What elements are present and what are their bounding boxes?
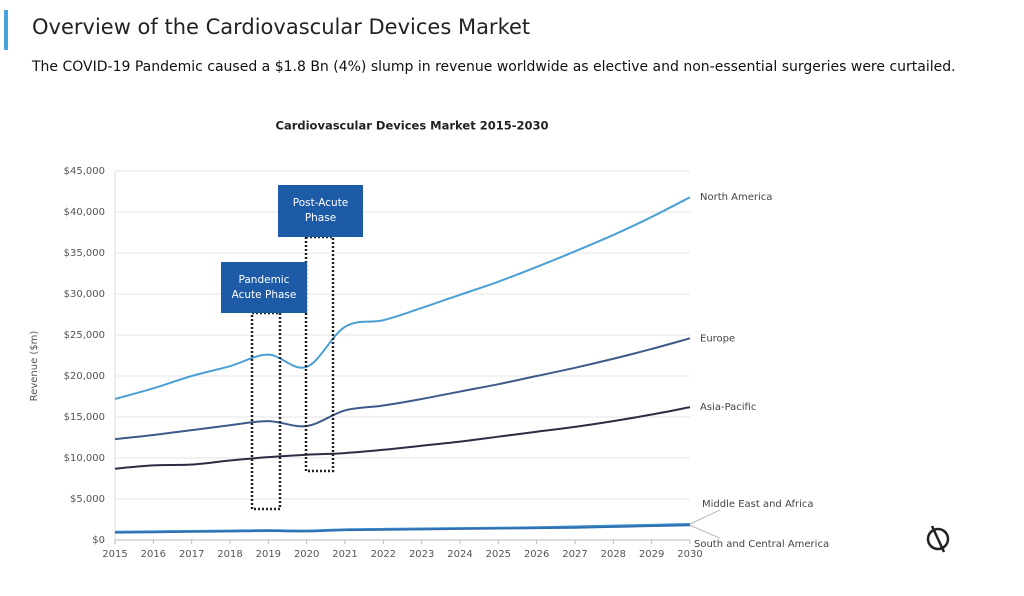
y-tick-label: $25,000	[64, 330, 105, 341]
x-tick-label: 2024	[447, 549, 472, 560]
legend-label: Europe	[700, 333, 735, 344]
annotation-text: Pandemic Acute Phase	[231, 274, 297, 301]
series-line	[114, 196, 691, 400]
x-tick-label: 2018	[217, 549, 242, 560]
y-tick-label: $15,000	[64, 412, 105, 423]
leader-line	[689, 524, 721, 539]
annotation-box	[221, 262, 307, 313]
annotation-box	[278, 185, 363, 237]
x-tick-label: 2015	[102, 549, 127, 560]
y-axis-label: Revenue ($m)	[29, 331, 40, 402]
x-tick-label: 2028	[601, 549, 626, 560]
page-title: Overview of the Cardiovascular Devices M…	[32, 15, 530, 39]
leader-line	[689, 509, 721, 525]
legend-label: South and Central America	[694, 539, 829, 550]
y-tick-label: $40,000	[64, 207, 105, 218]
logo	[926, 525, 950, 553]
accent-bar	[4, 10, 8, 50]
y-tick-label: $35,000	[64, 248, 105, 259]
x-tick-label: 2029	[639, 549, 664, 560]
x-tick-label: 2025	[486, 549, 511, 560]
phase-bracket	[304, 235, 335, 473]
x-tick-label: 2019	[256, 549, 281, 560]
annotation: Pandemic Acute Phase	[231, 274, 297, 301]
annotation: Post-Acute Phase	[292, 197, 349, 224]
series-line	[114, 406, 691, 470]
x-tick-label: 2023	[409, 549, 434, 560]
x-tick-label: 2030	[677, 549, 702, 560]
chart-title: Cardiovascular Devices Market 2015-2030	[276, 119, 549, 133]
x-tick-label: 2021	[332, 549, 357, 560]
annotation-text: Post-Acute Phase	[292, 197, 349, 224]
x-tick-label: 2020	[294, 549, 319, 560]
legend-label: Asia-Pacific	[700, 402, 756, 413]
x-tick-label: 2027	[562, 549, 587, 560]
y-tick-label: $20,000	[64, 371, 105, 382]
y-tick-label: $5,000	[70, 494, 105, 505]
page-subtitle: The COVID-19 Pandemic caused a $1.8 Bn (…	[31, 59, 956, 75]
y-tick-label: $45,000	[64, 166, 105, 177]
series-line	[114, 337, 691, 441]
x-tick-label: 2017	[179, 549, 204, 560]
x-tick-label: 2022	[371, 549, 396, 560]
y-tick-label: $0	[92, 535, 105, 546]
legend-label: North America	[700, 192, 772, 203]
y-tick-label: $10,000	[64, 453, 105, 464]
phase-bracket	[250, 311, 282, 511]
y-tick-label: $30,000	[64, 289, 105, 300]
series-line	[114, 524, 691, 534]
x-tick-label: 2016	[141, 549, 166, 560]
legend-label: Middle East and Africa	[702, 499, 813, 510]
x-tick-label: 2026	[524, 549, 549, 560]
